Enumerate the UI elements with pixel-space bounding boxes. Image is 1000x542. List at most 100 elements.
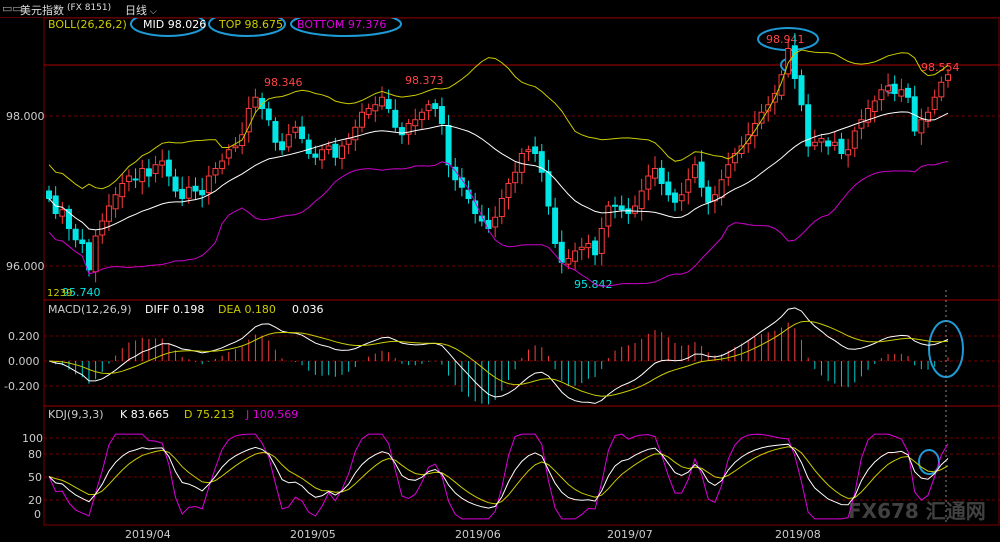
candle-body: [145, 168, 152, 177]
boll-bottom-label: BOTTOM 97.376: [297, 18, 386, 31]
annotation-count: 1239: [47, 288, 72, 299]
candle-body: [738, 145, 745, 155]
top-highlight-ellipse: [208, 18, 286, 37]
candlestick-chart[interactable]: 98.000 96.000 BOLL(26,26,2) MID 98.026 T…: [0, 18, 1000, 542]
candle-body: [791, 45, 798, 79]
watermark: FX678 汇通网: [848, 499, 986, 523]
candle-body: [671, 192, 678, 203]
candle-body: [112, 194, 119, 210]
candle-body: [845, 149, 852, 156]
candle-body: [345, 138, 352, 145]
candle-body: [425, 104, 432, 112]
kdj-j-label: J 100.569: [245, 408, 298, 421]
candle-body: [592, 240, 599, 256]
period-label: 日线: [125, 4, 147, 17]
macd-tick-1: 0.000: [8, 355, 40, 368]
candle-body: [851, 130, 858, 149]
candle-body: [385, 99, 392, 110]
candle-body: [878, 89, 885, 101]
kdj-j-line: [48, 433, 949, 520]
candle-body: [179, 188, 186, 199]
time-label-1: 2019/05: [290, 528, 336, 541]
candle-body: [632, 205, 639, 214]
candle-body: [705, 186, 712, 203]
candle-body: [285, 134, 292, 148]
candle-body: [718, 179, 725, 198]
candle-body: [572, 250, 579, 262]
candle-body: [765, 104, 772, 112]
candle-body: [578, 246, 585, 251]
candle-body: [212, 168, 219, 176]
candle-body: [645, 175, 652, 190]
candle-body: [945, 74, 951, 81]
candle-body: [358, 111, 365, 128]
candle-body: [52, 195, 59, 215]
boll-label: BOLL(26,26,2): [48, 18, 127, 31]
candle-body: [731, 153, 738, 164]
candle-body: [119, 183, 126, 198]
candle-body: [378, 96, 385, 107]
candle-body: [205, 175, 212, 194]
candle-body: [585, 243, 592, 249]
kdj-tick-4: 0: [34, 508, 41, 521]
kdj-k-line: [48, 443, 949, 509]
candle-body: [245, 108, 252, 133]
minimize-restore-icon[interactable]: ▭▭: [2, 2, 23, 15]
series-layer: [46, 33, 951, 520]
candle-body: [445, 124, 452, 166]
instrument-title: 美元指数: [20, 4, 64, 17]
chevron-down-icon: ⌵: [147, 7, 157, 17]
candle-body: [931, 96, 938, 110]
kdj-tick-2: 50: [28, 471, 42, 484]
candle-body: [325, 145, 332, 150]
candle-body: [438, 106, 445, 125]
macd-diff-line: [48, 307, 949, 404]
period-selector[interactable]: 日线 ⌵: [125, 2, 157, 18]
annotation-low-1: 95.740: [62, 286, 101, 299]
annotation-high-2: 98.373: [405, 74, 444, 87]
candle-body: [658, 167, 665, 184]
candle-body: [805, 104, 812, 147]
candle-body: [925, 111, 932, 122]
candle-body: [685, 179, 692, 193]
candle-body: [598, 228, 605, 254]
instrument-code: (FX 8151): [67, 3, 112, 13]
candle-body: [505, 183, 512, 198]
macd-label: MACD(12,26,9): [48, 303, 132, 316]
candle-body: [871, 100, 878, 112]
candle-body: [858, 119, 865, 129]
candle-body: [745, 134, 752, 145]
candle-body: [79, 239, 86, 245]
candle-body: [865, 108, 872, 123]
candle-body: [891, 83, 898, 94]
mid-highlight-ellipse: [130, 18, 206, 37]
candle-body: [105, 205, 112, 222]
candle-body: [618, 205, 625, 211]
candle-body: [139, 168, 146, 183]
macd-tick-0: 0.200: [8, 330, 40, 343]
bottom-highlight-ellipse: [290, 18, 402, 37]
annotation-high-1: 98.346: [264, 76, 303, 89]
macd-diff-label: DIFF 0.198: [145, 303, 204, 316]
kdj-d-line: [48, 446, 949, 505]
candle-body: [691, 164, 698, 179]
candle-body: [132, 178, 139, 181]
candle-body: [352, 126, 359, 141]
candle-body: [265, 108, 272, 121]
candle-body: [492, 216, 499, 228]
candle-body: [532, 146, 539, 155]
candle-body: [498, 198, 505, 218]
candle-body: [905, 87, 912, 98]
kdj-tick-0: 100: [22, 432, 43, 445]
macd-cross-ellipse: [928, 320, 964, 378]
candle-body: [785, 48, 792, 75]
boll-mid-label: MID 98.026: [143, 18, 206, 31]
candle-body: [65, 208, 72, 229]
candle-body: [252, 96, 259, 108]
candle-body: [272, 121, 279, 143]
boll-bottom-line: [48, 160, 949, 287]
candle-body: [838, 138, 845, 154]
candle-body: [811, 141, 818, 147]
macd-value-label: 0.036: [292, 303, 324, 316]
macd-tick-2: -0.200: [4, 380, 39, 393]
